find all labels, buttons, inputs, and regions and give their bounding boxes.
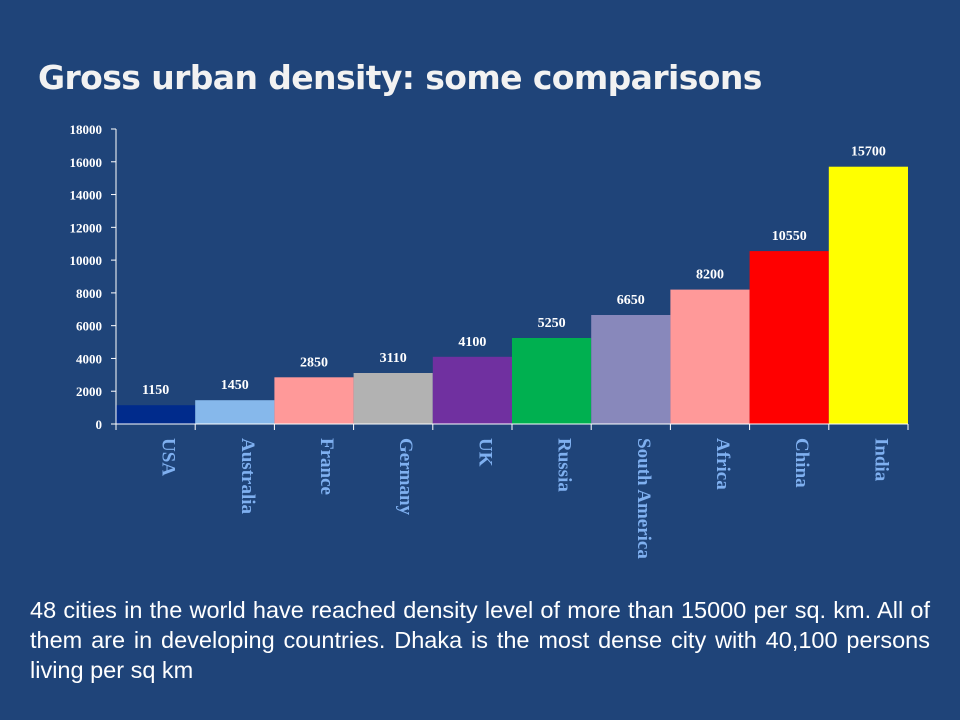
bar-africa: [670, 289, 750, 424]
bars-group: [116, 166, 908, 424]
category-label: UK: [474, 438, 495, 467]
data-label: 8200: [696, 268, 724, 283]
y-tick-label: 6000: [76, 319, 102, 334]
bar-china: [749, 251, 829, 424]
category-label: USA: [158, 438, 179, 476]
category-label: France: [316, 438, 337, 495]
labels-group: 0 2000 4000 6000 8000 10000 12000 14000 16000 180…: [70, 122, 892, 559]
data-label: 3110: [380, 351, 407, 366]
y-tick-label: 0: [96, 417, 103, 432]
bar-france: [274, 377, 354, 424]
data-label: 10550: [772, 229, 807, 244]
category-label: South America: [633, 438, 654, 559]
data-label: 2850: [300, 355, 328, 370]
y-tick-label: 8000: [76, 286, 102, 301]
data-label: 1450: [221, 378, 249, 393]
category-label: Germany: [395, 438, 416, 516]
bar-russia: [512, 338, 592, 424]
category-label: China: [791, 438, 812, 488]
data-label: 4100: [458, 335, 486, 350]
bar-germany: [353, 373, 433, 424]
bar-usa: [116, 405, 196, 424]
category-label: Africa: [712, 438, 733, 490]
y-tick-label: 18000: [70, 122, 103, 137]
y-tick-label: 16000: [70, 155, 103, 170]
slide-title: Gross urban density: some comparisons: [38, 58, 762, 97]
y-tick-label: 12000: [70, 220, 103, 235]
y-tick-label: 2000: [76, 384, 102, 399]
data-label: 1150: [142, 383, 169, 398]
data-label: 6650: [617, 293, 645, 308]
bar-australia: [195, 400, 275, 424]
data-label: 5250: [538, 316, 566, 331]
bar-uk: [432, 356, 512, 424]
bar-india: [828, 166, 908, 424]
category-label: Russia: [554, 438, 575, 492]
category-label: India: [870, 438, 891, 482]
y-tick-label: 10000: [70, 253, 103, 268]
bar-south-america: [591, 315, 671, 424]
bar-chart: 0 2000 4000 6000 8000 10000 12000 14000 16000 180…: [70, 122, 909, 559]
axes-group: [111, 128, 909, 430]
slide-caption: 48 cities in the world have reached dens…: [30, 597, 930, 683]
category-label: Australia: [237, 438, 258, 515]
y-tick-label: 4000: [76, 351, 102, 366]
y-tick-label: 14000: [70, 188, 103, 203]
data-label: 15700: [851, 145, 886, 160]
